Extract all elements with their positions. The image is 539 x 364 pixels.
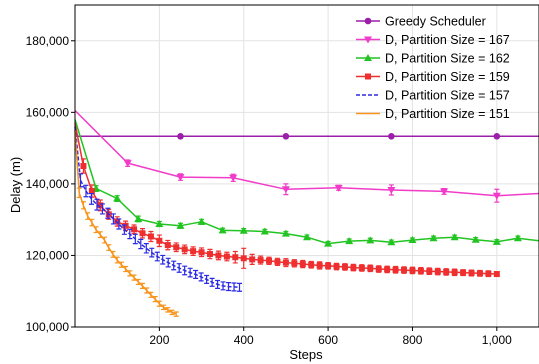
x-tick-label: 400 [234, 333, 254, 347]
y-axis-label: Delay (m) [8, 157, 23, 213]
data-point [148, 233, 154, 239]
error-bar [89, 194, 94, 205]
data-point [477, 270, 483, 276]
data-point [249, 256, 255, 262]
data-point [199, 249, 205, 255]
y-tick-label: 140,000 [26, 177, 70, 191]
error-bar [171, 261, 176, 270]
data-point [388, 133, 395, 140]
legend-label: D, Partition Size = 162 [385, 52, 510, 66]
legend-item-3: D, Partition Size = 162 [356, 52, 510, 66]
data-point [232, 254, 238, 260]
data-point [435, 269, 441, 275]
data-point [190, 248, 196, 254]
data-point [485, 271, 491, 277]
x-tick-label: 800 [402, 333, 422, 347]
error-bar [237, 283, 242, 291]
data-point [266, 258, 272, 264]
data-point [165, 242, 171, 248]
legend-marker [365, 74, 371, 80]
series-line [75, 111, 539, 196]
series-line [75, 120, 539, 244]
data-point [123, 223, 129, 229]
legend-item-1: Greedy Scheduler [356, 15, 486, 29]
legend-label: D, Partition Size = 167 [385, 33, 510, 47]
data-point [325, 263, 331, 269]
data-point [334, 264, 340, 270]
data-point [283, 260, 289, 266]
series-line [75, 127, 240, 288]
error-bar [138, 239, 143, 248]
data-point [274, 259, 280, 265]
data-point [139, 230, 145, 236]
x-axis-ticks: 200 400 600 800 1,000 [149, 327, 512, 347]
data-point [350, 265, 356, 271]
data-point [460, 270, 466, 276]
data-point [308, 262, 314, 268]
error-bar [144, 244, 149, 253]
data-point [283, 133, 290, 140]
data-point [384, 266, 390, 272]
y-tick-label: 180,000 [26, 34, 70, 48]
x-tick-label: 200 [149, 333, 169, 347]
data-point [401, 267, 407, 273]
series-line [75, 123, 497, 274]
data-point [173, 244, 179, 250]
x-tick-label: 1,000 [482, 333, 512, 347]
data-point [469, 270, 475, 276]
error-bar [133, 234, 138, 243]
data-point [409, 267, 415, 273]
data-point [177, 133, 184, 140]
series-1 [75, 133, 539, 140]
y-tick-label: 120,000 [26, 248, 70, 262]
data-point [291, 260, 297, 266]
y-tick-label: 160,000 [26, 105, 70, 119]
data-point [514, 234, 522, 241]
data-point [215, 252, 221, 258]
data-point [80, 163, 86, 169]
x-tick-label: 600 [318, 333, 338, 347]
legend-item-4: D, Partition Size = 159 [356, 70, 510, 84]
series-4 [75, 123, 500, 277]
data-point [452, 269, 458, 275]
data-point [393, 267, 399, 273]
legend-item-6: D, Partition Size = 151 [356, 107, 510, 121]
legend-marker [365, 18, 372, 25]
data-point [342, 264, 348, 270]
error-bar [160, 255, 165, 264]
data-point [207, 251, 213, 257]
series-layer [75, 111, 539, 317]
error-bar [166, 258, 171, 267]
series-3 [75, 120, 539, 247]
data-point [182, 246, 188, 252]
data-point [426, 268, 432, 274]
data-point [258, 257, 264, 263]
data-point [367, 265, 373, 271]
data-point [376, 266, 382, 272]
legend-label: D, Partition Size = 151 [385, 107, 510, 121]
series-2 [75, 111, 539, 203]
data-point [494, 271, 500, 277]
data-point [359, 265, 365, 271]
x-axis-label: Steps [289, 347, 323, 362]
data-point [494, 133, 501, 140]
y-axis-ticks: 100,000 120,000 140,000 160,000 180,000 [26, 34, 75, 334]
legend-item-2: D, Partition Size = 167 [356, 33, 510, 47]
legend-item-5: D, Partition Size = 157 [356, 89, 510, 103]
legend-label: D, Partition Size = 159 [385, 70, 510, 84]
data-point [317, 262, 323, 268]
data-point [224, 254, 230, 260]
data-point [198, 218, 206, 225]
legend: Greedy Scheduler D, Partition Size = 167 D… [356, 15, 510, 122]
data-point [241, 255, 247, 261]
data-point [300, 261, 306, 267]
legend-label: Greedy Scheduler [385, 15, 486, 29]
legend-label: D, Partition Size = 157 [385, 89, 510, 103]
data-point [443, 269, 449, 275]
data-point [156, 238, 162, 244]
data-point [418, 268, 424, 274]
y-tick-label: 100,000 [26, 320, 70, 334]
